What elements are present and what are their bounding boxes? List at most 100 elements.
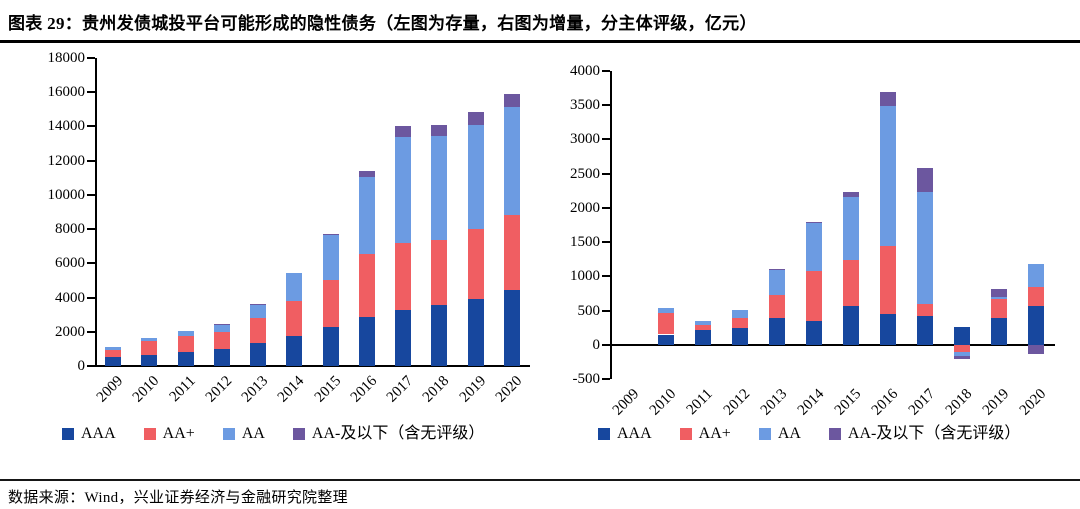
y-axis-tick: [602, 241, 610, 244]
legend-swatch: [758, 428, 771, 440]
bar-segment: [1028, 344, 1045, 354]
y-axis-tick: [602, 138, 610, 141]
y-axis-tick: [602, 309, 610, 312]
legend-label: AA: [777, 425, 801, 442]
bar-segment: [805, 320, 822, 345]
y-axis-tick-label: 16000: [47, 84, 86, 101]
x-axis-label: 2017: [383, 373, 417, 406]
y-axis-tick-label: 4000: [55, 289, 85, 306]
bar-segment: [768, 318, 785, 345]
legend-item: AA+: [143, 424, 195, 444]
bar-segment: [141, 337, 158, 341]
y-axis-line: [95, 58, 97, 366]
bar-segment: [322, 234, 339, 236]
x-axis-label: 2013: [757, 386, 791, 419]
bar-segment: [954, 356, 971, 360]
bar-segment: [843, 192, 860, 197]
y-axis-tick: [87, 296, 95, 299]
bar-segment: [141, 340, 158, 355]
legend-item: AA-及以下（含无评级）: [292, 424, 484, 444]
bar-segment: [843, 196, 860, 260]
bar-segment: [467, 125, 484, 230]
x-axis-label: 2010: [130, 373, 163, 406]
x-axis-label: 2013: [238, 373, 272, 406]
bar-segment: [503, 93, 520, 107]
stock-chart-legend: AAA AA+ AA AA-及以下（含无评级）: [62, 424, 484, 444]
bar-segment: [286, 300, 303, 337]
bar-segment: [657, 313, 674, 335]
y-axis-tick: [602, 275, 610, 278]
bar-segment: [250, 318, 267, 343]
y-axis-tick: [602, 343, 610, 346]
bar-segment: [250, 342, 267, 366]
y-axis-tick: [602, 70, 610, 72]
bar-segment: [880, 91, 897, 106]
bar-segment: [358, 317, 375, 366]
y-axis-tick: [87, 159, 95, 162]
bar-segment: [395, 242, 412, 310]
bar-segment: [880, 313, 897, 345]
bar-segment: [213, 331, 230, 349]
y-axis-tick-label: 1500: [570, 234, 600, 251]
x-axis-label: 2019: [456, 373, 489, 406]
y-axis-tick: [602, 172, 610, 175]
stock-chart-plot-area: 18000 16000 14000 12000 10000 8000 6000 4000 200…: [48, 50, 530, 406]
bar-segment: [731, 318, 748, 328]
bar-segment: [991, 289, 1008, 297]
y-axis-tick: [87, 193, 95, 196]
y-axis-tick-label: 6000: [55, 255, 85, 272]
legend-swatch: [828, 428, 841, 440]
x-axis-line: [610, 343, 1055, 346]
x-axis-label: 2020: [1017, 386, 1050, 419]
legend-swatch: [598, 428, 610, 440]
bar-segment: [467, 111, 484, 126]
legend-swatch: [292, 428, 305, 440]
legend-item: AA: [222, 424, 265, 444]
bar-segment: [917, 167, 934, 193]
legend-label: AAA: [617, 425, 652, 442]
x-axis-label: 2009: [609, 386, 642, 419]
figure-title: 图表 29：贵州发债城投平台可能形成的隐性债务（左图为存量，右图为增量，分主体评…: [8, 14, 757, 33]
x-axis-label: 2009: [93, 373, 127, 406]
y-axis-line: [610, 71, 612, 379]
y-axis-tick-label: 12000: [47, 152, 86, 169]
footer-divider: [0, 479, 1080, 481]
y-axis-tick-label: 2000: [570, 199, 600, 216]
legend-item: AAA: [62, 424, 116, 444]
bar-segment: [805, 270, 822, 321]
bar-segment: [467, 229, 484, 299]
y-axis-tick: [87, 262, 95, 265]
y-axis-tick: [602, 104, 610, 107]
y-axis-tick-label: 3000: [570, 131, 600, 148]
increment-chart-legend: AAA AA+ AA AA-及以下（含无评级）: [598, 424, 1020, 444]
bar-segment: [503, 214, 520, 290]
x-axis-line: [95, 365, 530, 367]
bar-segment: [213, 348, 230, 366]
bar-segment: [991, 299, 1008, 319]
y-axis-tick: [87, 91, 95, 94]
x-axis-label: 2016: [868, 386, 902, 419]
title-underline: [0, 40, 1080, 43]
y-axis-tick: [87, 365, 95, 367]
bar-segment: [657, 334, 674, 345]
legend-item: AAA: [598, 424, 652, 444]
bar-segment: [843, 259, 860, 306]
x-axis-label: 2012: [720, 386, 754, 419]
bar-segment: [1028, 287, 1045, 307]
legend-label: AAA: [81, 425, 116, 442]
legend-swatch: [143, 428, 156, 440]
x-axis-label: 2012: [202, 373, 236, 406]
bar-segment: [917, 192, 934, 305]
x-axis-label: 2011: [166, 373, 199, 406]
increment-chart-plot-area: 4000 3500 3000 2500 2000 1500 1000 500 0 -500 2009…: [570, 63, 1055, 419]
y-axis-tick-label: 18000: [47, 50, 86, 66]
x-axis-label: 2011: [683, 386, 717, 419]
bar-segment: [731, 328, 748, 345]
bar-segment: [694, 325, 711, 331]
bar-segment: [768, 269, 785, 270]
bar-segment: [141, 354, 158, 366]
bar-segment: [395, 309, 412, 366]
bar-segment: [954, 326, 971, 345]
bar-segment: [431, 135, 448, 240]
bar-segment: [286, 336, 303, 366]
